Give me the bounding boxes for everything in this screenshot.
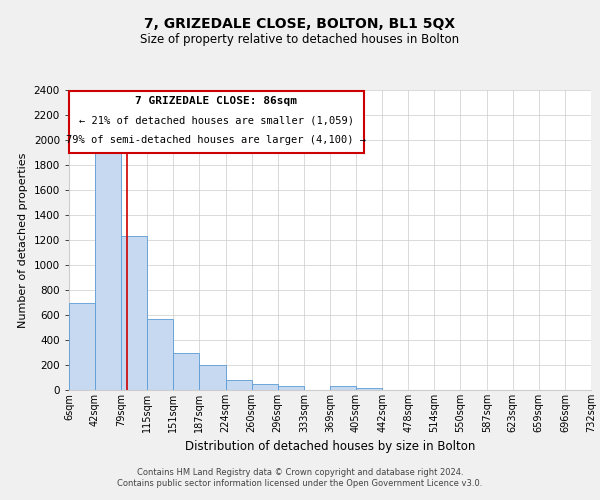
Bar	[148, 319, 173, 390]
Bar	[95, 146, 121, 390]
Bar	[251, 384, 278, 390]
FancyBboxPatch shape	[69, 92, 364, 153]
Text: Contains HM Land Registry data © Crown copyright and database right 2024.
Contai: Contains HM Land Registry data © Crown c…	[118, 468, 482, 487]
Text: Size of property relative to detached houses in Bolton: Size of property relative to detached ho…	[140, 32, 460, 46]
Bar	[69, 302, 95, 390]
Bar	[199, 365, 226, 390]
Bar	[278, 386, 304, 390]
Bar	[356, 388, 382, 390]
Y-axis label: Number of detached properties: Number of detached properties	[18, 152, 28, 328]
Bar	[173, 352, 199, 390]
Bar	[330, 386, 356, 390]
Bar	[226, 380, 251, 390]
Text: 7, GRIZEDALE CLOSE, BOLTON, BL1 5QX: 7, GRIZEDALE CLOSE, BOLTON, BL1 5QX	[145, 18, 455, 32]
Text: ← 21% of detached houses are smaller (1,059): ← 21% of detached houses are smaller (1,…	[79, 116, 354, 126]
X-axis label: Distribution of detached houses by size in Bolton: Distribution of detached houses by size …	[185, 440, 475, 454]
Bar	[121, 236, 148, 390]
Text: 7 GRIZEDALE CLOSE: 86sqm: 7 GRIZEDALE CLOSE: 86sqm	[136, 96, 298, 106]
Text: 79% of semi-detached houses are larger (4,100) →: 79% of semi-detached houses are larger (…	[67, 135, 367, 145]
